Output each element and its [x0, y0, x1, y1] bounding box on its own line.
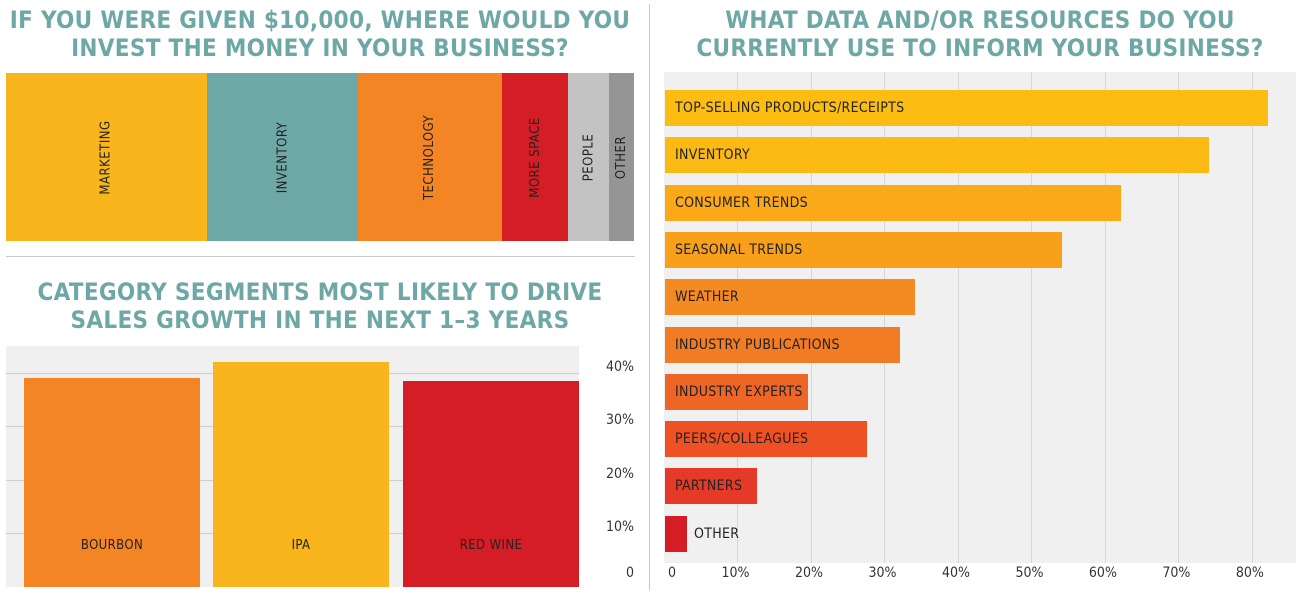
bar-inventory: [665, 137, 1209, 174]
y-tick-label: 40%: [606, 358, 634, 375]
bar-industry-experts: [665, 373, 809, 410]
bar-peers-colleagues: [665, 421, 868, 458]
segments-chart-title: CATEGORY SEGMENTS MOST LIKELY TO DRIVE S…: [6, 278, 634, 334]
bar-bourbon: BOURBON: [24, 378, 200, 587]
bar-ipa: IPA: [213, 362, 389, 587]
bar-seasonal-trends: [665, 231, 1062, 268]
segment-more-space: MORE SPACE: [502, 73, 569, 241]
segment-technology: TECHNOLOGY: [357, 73, 503, 241]
bar-partners: [665, 468, 757, 505]
x-tick-label: 20%: [794, 565, 823, 581]
x-tick-label: 40%: [941, 565, 970, 581]
bar-other: [665, 515, 688, 552]
segment-label-technology: TECHNOLOGY: [422, 114, 438, 200]
gridline: [810, 72, 812, 563]
bar-weather: [665, 279, 915, 316]
bar-consumer-trends: [665, 184, 1121, 221]
segments-plot-area: BOURBON IPA RED WINE: [6, 346, 579, 587]
bar-label-bourbon: BOURBON: [80, 538, 144, 553]
bar-label-ipa: IPA: [291, 538, 311, 553]
vertical-divider: [649, 4, 650, 590]
x-tick-label: 0: [668, 565, 677, 581]
invest-chart-title: IF YOU WERE GIVEN $10,000, WHERE WOULD Y…: [6, 6, 634, 62]
bar-label-other: OTHER: [694, 525, 740, 542]
bar-label-industry-publications: INDUSTRY PUBLICATIONS: [675, 336, 840, 353]
bar-label-partners: PARTNERS: [675, 478, 743, 495]
bar-red-wine: RED WINE: [403, 380, 579, 587]
gridline: [737, 72, 739, 563]
data-sources-plot-area: TOP-SELLING PRODUCTS/RECEIPTS INVENTORY CO…: [664, 72, 1296, 563]
bar-label-seasonal-trends: SEASONAL TRENDS: [675, 241, 803, 258]
segments-column-chart: BOURBON IPA RED WINE 0 10% 20% 30% 40%: [6, 346, 634, 587]
segment-label-more-space: MORE SPACE: [527, 116, 543, 198]
segment-label-marketing: MARKETING: [98, 119, 114, 195]
x-tick-label: 60%: [1088, 565, 1117, 581]
y-tick-label: 20%: [606, 465, 634, 482]
segment-inventory: INVENTORY: [206, 73, 358, 241]
invest-title-line-1: IF YOU WERE GIVEN $10,000, WHERE WOULD Y…: [9, 6, 631, 34]
segment-people: PEOPLE: [568, 73, 609, 241]
bar-label-consumer-trends: CONSUMER TRENDS: [675, 194, 808, 211]
segment-marketing: MARKETING: [6, 73, 207, 241]
bar-label-red-wine: RED WINE: [459, 538, 523, 553]
x-tick-label: 70%: [1162, 565, 1191, 581]
gridline: [957, 72, 959, 563]
segments-title-line-1: CATEGORY SEGMENTS MOST LIKELY TO DRIVE: [37, 278, 603, 306]
horizontal-divider: [6, 256, 635, 257]
x-tick-label: 30%: [868, 565, 897, 581]
segment-label-inventory: INVENTORY: [274, 121, 290, 193]
y-tick-label: 30%: [606, 412, 634, 429]
data-title-line-2: CURRENTLY USE TO INFORM YOUR BUSINESS?: [696, 34, 1264, 62]
bar-label-inventory: INVENTORY: [675, 147, 750, 164]
bar-industry-publications: [665, 326, 901, 363]
y-tick-label: 0: [625, 565, 634, 581]
y-tick-label: 10%: [606, 519, 634, 536]
data-title-line-1: WHAT DATA AND/OR RESOURCES DO YOU: [725, 6, 1235, 34]
bar-top-selling-products-receipts: [665, 90, 1268, 126]
segments-title-line-2: SALES GROWTH IN THE NEXT 1–3 YEARS: [70, 306, 570, 334]
data-sources-chart-title: WHAT DATA AND/OR RESOURCES DO YOU CURREN…: [660, 6, 1300, 62]
x-tick-label: 50%: [1015, 565, 1044, 581]
gridline: [884, 72, 886, 563]
segment-label-people: PEOPLE: [580, 133, 596, 181]
segment-other: OTHER: [608, 73, 634, 241]
invest-title-line-2: INVEST THE MONEY IN YOUR BUSINESS?: [71, 34, 569, 62]
bar-label-top-selling-products-receipts: TOP-SELLING PRODUCTS/RECEIPTS: [675, 100, 905, 116]
x-tick-label: 80%: [1235, 565, 1264, 581]
gridline: [1251, 72, 1253, 563]
bar-label-industry-experts: INDUSTRY EXPERTS: [675, 383, 803, 400]
x-tick-label: 10%: [721, 565, 750, 581]
segment-label-other: OTHER: [613, 135, 629, 179]
invest-stacked-bar: MARKETING INVENTORY TECHNOLOGY MORE SPACE PE…: [6, 73, 634, 241]
gridline: [1178, 72, 1180, 563]
gridline: [1104, 72, 1106, 563]
gridline: [1031, 72, 1033, 563]
bar-label-weather: WEATHER: [675, 289, 739, 306]
data-sources-bar-chart: TOP-SELLING PRODUCTS/RECEIPTS INVENTORY CO…: [664, 72, 1296, 589]
bar-label-peers-colleagues: PEERS/COLLEAGUES: [675, 431, 809, 448]
